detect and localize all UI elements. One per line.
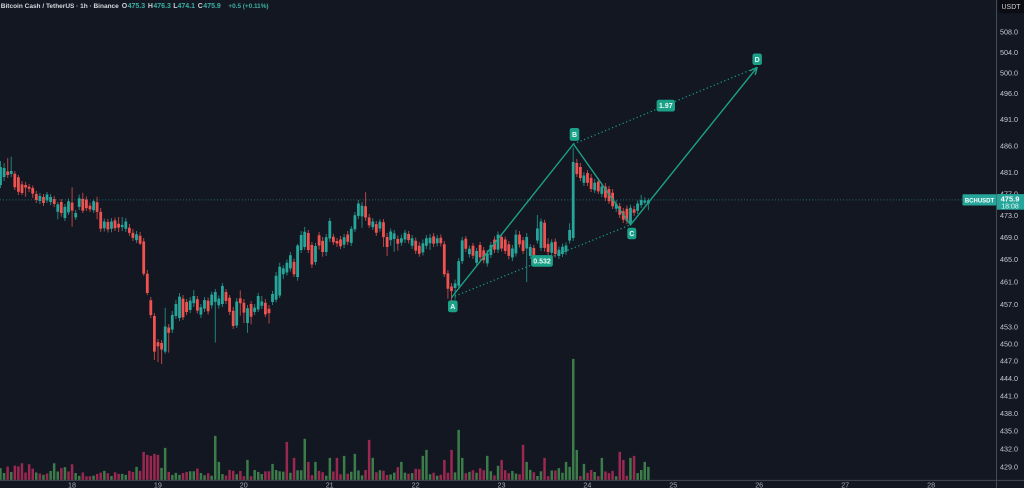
svg-text:469.0: 469.0 — [1000, 233, 1018, 242]
svg-text:444.0: 444.0 — [1000, 374, 1018, 383]
svg-text:19: 19 — [154, 480, 162, 488]
svg-text:26: 26 — [755, 480, 763, 488]
svg-text:1.97: 1.97 — [659, 103, 673, 110]
svg-text:0.532: 0.532 — [533, 258, 551, 265]
svg-text:486.0: 486.0 — [1000, 142, 1018, 151]
svg-text:435.0: 435.0 — [1000, 427, 1018, 436]
svg-text:+0.5 (+0.11%): +0.5 (+0.11%) — [228, 3, 268, 10]
svg-text:450.0: 450.0 — [1000, 340, 1018, 349]
svg-text:475.9: 475.9 — [203, 3, 221, 10]
svg-text:L: L — [173, 3, 178, 10]
svg-text:C: C — [198, 3, 203, 10]
svg-text:18:08: 18:08 — [1001, 204, 1019, 211]
svg-text:429.0: 429.0 — [1000, 463, 1018, 472]
svg-text:476.3: 476.3 — [153, 3, 171, 10]
svg-text:465.0: 465.0 — [1000, 255, 1018, 264]
svg-text:441.0: 441.0 — [1000, 392, 1018, 401]
svg-text:461.0: 461.0 — [1000, 277, 1018, 286]
svg-text:23: 23 — [498, 480, 506, 488]
svg-text:491.0: 491.0 — [1000, 115, 1018, 124]
svg-text:496.0: 496.0 — [1000, 89, 1018, 98]
svg-text:453.0: 453.0 — [1000, 322, 1018, 331]
svg-text:504.0: 504.0 — [1000, 48, 1018, 57]
svg-text:457.0: 457.0 — [1000, 300, 1018, 309]
svg-text:BCHUSDT: BCHUSDT — [965, 199, 995, 205]
svg-text:21: 21 — [326, 480, 334, 488]
svg-text:22: 22 — [412, 480, 420, 488]
svg-text:H: H — [148, 3, 153, 10]
svg-text:O: O — [122, 3, 128, 10]
svg-text:473.0: 473.0 — [1000, 211, 1018, 220]
svg-text:18: 18 — [68, 480, 76, 488]
svg-text:24: 24 — [583, 480, 591, 488]
svg-text:432.0: 432.0 — [1000, 445, 1018, 454]
svg-text:B: B — [572, 132, 577, 139]
svg-text:447.0: 447.0 — [1000, 357, 1018, 366]
svg-text:Bitcoin Cash / TetherUS · 1h ·: Bitcoin Cash / TetherUS · 1h · Binance — [1, 3, 119, 10]
svg-text:508.0: 508.0 — [1000, 28, 1018, 37]
svg-text:A: A — [450, 304, 455, 311]
svg-text:USDT: USDT — [1001, 4, 1021, 11]
svg-text:C: C — [629, 231, 634, 238]
svg-text:500.0: 500.0 — [1000, 68, 1018, 77]
svg-text:475.3: 475.3 — [128, 3, 146, 10]
svg-text:28: 28 — [927, 480, 935, 488]
svg-text:481.0: 481.0 — [1000, 168, 1018, 177]
svg-text:475.9: 475.9 — [1001, 195, 1020, 204]
svg-text:474.1: 474.1 — [178, 3, 196, 10]
svg-text:20: 20 — [240, 480, 248, 488]
svg-text:D: D — [755, 57, 760, 64]
svg-text:27: 27 — [841, 480, 849, 488]
svg-text:438.0: 438.0 — [1000, 409, 1018, 418]
svg-text:25: 25 — [669, 480, 677, 488]
